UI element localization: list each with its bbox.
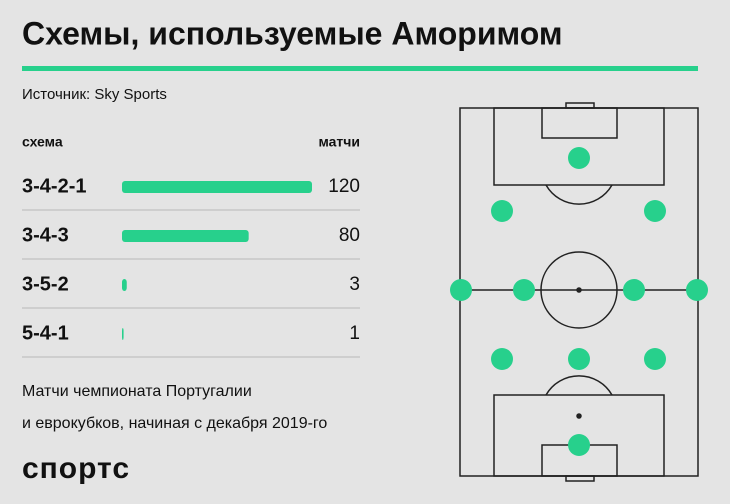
value-label: 80 [339, 225, 360, 246]
category-header: схема [22, 134, 63, 150]
chart-title: Схемы, используемые Аморимом [22, 15, 563, 51]
logo: спортс [22, 452, 130, 485]
value-label: 120 [328, 176, 360, 197]
player-dot [491, 200, 513, 222]
bar [122, 279, 127, 291]
category-label: 5-4-1 [22, 322, 69, 344]
value-label: 1 [349, 323, 360, 344]
center-circle [540, 251, 618, 329]
bar [122, 328, 124, 340]
value-label: 3 [349, 274, 360, 295]
penalty-arc [545, 375, 613, 396]
subtitle: Источник: Sky Sports [22, 86, 167, 103]
player-dot [623, 279, 645, 301]
player-dot [568, 147, 590, 169]
title-rule [22, 66, 698, 71]
goal [565, 475, 595, 482]
player-dot [513, 279, 535, 301]
player-dot [686, 279, 708, 301]
category-label: 3-4-3 [22, 224, 69, 246]
player-dot [644, 200, 666, 222]
penalty-spot [576, 413, 582, 419]
note-line: Матчи чемпионата Португалии [22, 383, 252, 400]
player-dot [450, 279, 472, 301]
player-dot [644, 348, 666, 370]
player-dot [568, 434, 590, 456]
goal [565, 102, 595, 109]
players [450, 147, 708, 456]
center-spot [576, 287, 582, 293]
category-label: 3-5-2 [22, 273, 69, 295]
bar [122, 181, 312, 193]
category-label: 3-4-2-1 [22, 175, 86, 197]
player-dot [568, 348, 590, 370]
note-line: и еврокубков, начиная с декабря 2019-го [22, 415, 327, 432]
bar [122, 230, 249, 242]
player-dot [491, 348, 513, 370]
value-header: матчи [318, 134, 360, 150]
penalty-arc [545, 184, 613, 205]
